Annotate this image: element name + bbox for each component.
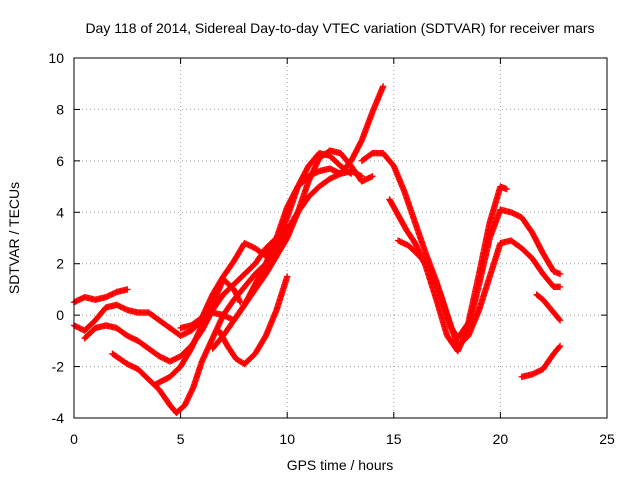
data-point-marker xyxy=(556,283,564,291)
data-point-marker xyxy=(284,273,291,280)
series-track-13 xyxy=(533,291,564,324)
x-tick-label: 0 xyxy=(70,431,78,447)
data-point-marker xyxy=(555,343,563,351)
y-tick-label: -2 xyxy=(52,359,65,375)
x-tick-label: 15 xyxy=(386,431,402,447)
grid-lines xyxy=(74,58,607,418)
data-point-marker xyxy=(556,317,564,324)
x-tick-label: 10 xyxy=(279,431,295,447)
y-tick-label: 4 xyxy=(56,204,64,220)
series-track-7 xyxy=(177,149,355,332)
y-tick-label: 8 xyxy=(56,101,64,117)
data-series xyxy=(70,83,564,417)
data-point-marker xyxy=(556,342,564,350)
data-point-marker xyxy=(556,316,563,323)
data-point-marker xyxy=(369,173,376,180)
y-tick-label: -4 xyxy=(52,410,65,426)
data-point-marker xyxy=(237,299,244,306)
data-point-marker xyxy=(124,286,131,293)
y-axis-label: SDTVAR / TECUs xyxy=(6,182,22,294)
y-tick-label: 0 xyxy=(56,307,64,323)
series-track-1 xyxy=(70,83,387,339)
y-tick-label: 10 xyxy=(48,50,64,66)
x-axis-ticks: 0 5 10 15 20 25 xyxy=(70,58,615,447)
y-axis-ticks: -4 -2 0 2 4 6 8 10 xyxy=(48,50,607,426)
series-track-12 xyxy=(518,342,564,381)
series-track-6 xyxy=(215,273,291,368)
data-point-marker xyxy=(556,270,564,278)
y-tick-label: 6 xyxy=(56,153,64,169)
x-axis-label: GPS time / hours xyxy=(287,457,394,473)
series-track-8 xyxy=(209,147,376,352)
x-tick-label: 5 xyxy=(177,431,185,447)
series-track-2 xyxy=(70,286,131,306)
series-track-11 xyxy=(394,183,510,342)
data-point-marker xyxy=(346,169,354,177)
series-track-9 xyxy=(358,149,564,350)
y-tick-label: 2 xyxy=(56,256,64,272)
x-tick-label: 20 xyxy=(493,431,509,447)
plot-frame xyxy=(73,57,608,419)
x-tick-label: 25 xyxy=(599,431,615,447)
data-point-marker xyxy=(379,83,387,90)
data-point-marker xyxy=(503,185,510,193)
chart-title: Day 118 of 2014, Sidereal Day-to-day VTE… xyxy=(85,20,594,36)
